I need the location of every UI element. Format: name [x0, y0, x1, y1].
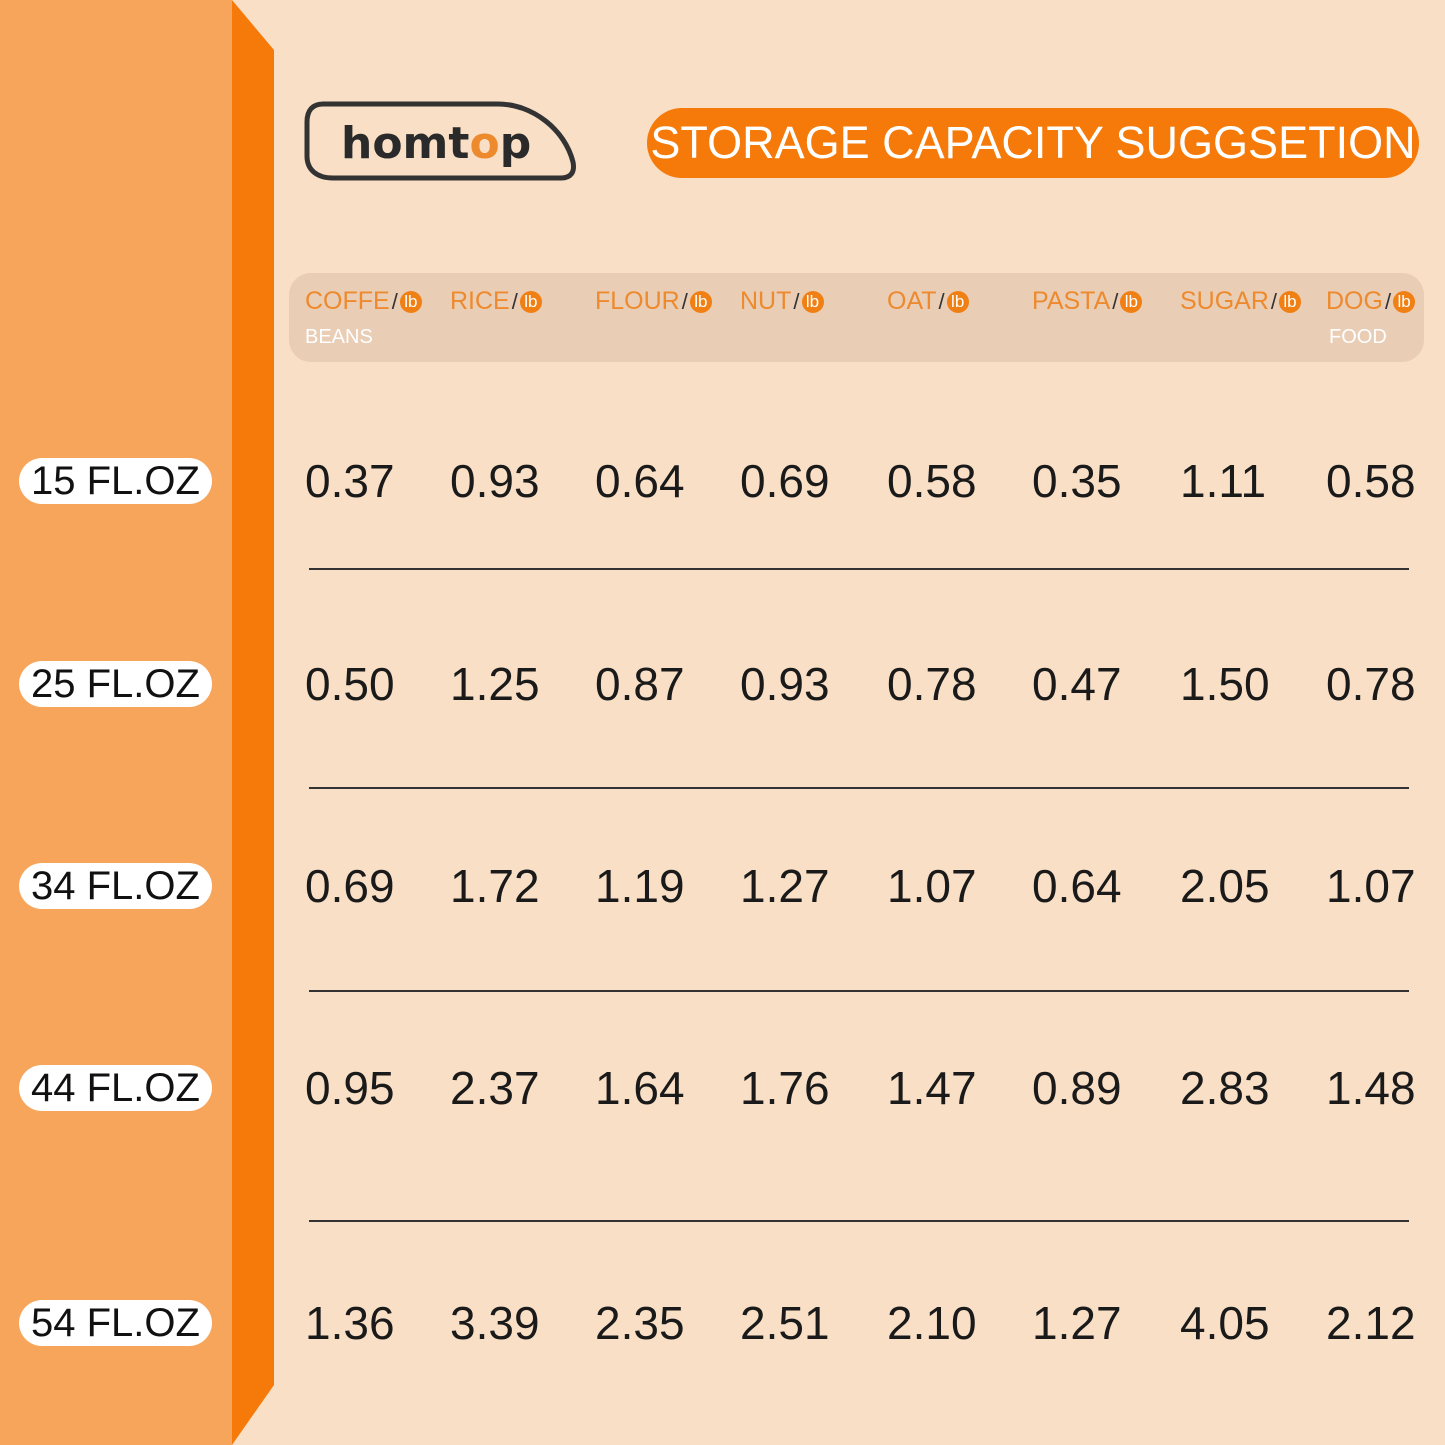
- table-cell: 1.47: [887, 1062, 977, 1114]
- lb-unit-icon: lb: [1393, 291, 1416, 314]
- table-cell: 1.48: [1326, 1062, 1416, 1114]
- table-cell: 0.58: [1326, 455, 1416, 507]
- table-cell: 1.11: [1180, 455, 1267, 507]
- table-cell: 0.78: [887, 658, 977, 710]
- table-cell: 1.76: [740, 1062, 830, 1114]
- table-cell: 2.51: [740, 1297, 830, 1349]
- size-label: 44 FL.OZ: [19, 1065, 212, 1111]
- table-cell: 1.36: [305, 1297, 395, 1349]
- row-divider: [309, 568, 1409, 570]
- table-cell: 3.39: [450, 1297, 540, 1349]
- size-label: 15 FL.OZ: [19, 458, 212, 504]
- table-cell: 1.50: [1180, 658, 1270, 710]
- table-cell: 2.35: [595, 1297, 685, 1349]
- size-label: 34 FL.OZ: [19, 863, 212, 909]
- table-cell: 0.50: [305, 658, 395, 710]
- column-header-dog: DOG/lb: [1326, 287, 1416, 316]
- slash: /: [938, 289, 945, 314]
- row-divider: [309, 990, 1409, 992]
- table-cell: 0.69: [740, 455, 830, 507]
- slash: /: [793, 289, 800, 314]
- table-cell: 2.10: [887, 1297, 977, 1349]
- page-title: STORAGE CAPACITY SUGGSETION: [647, 108, 1419, 178]
- lb-unit-icon: lb: [1279, 291, 1302, 314]
- table-cell: 1.07: [1326, 860, 1416, 912]
- column-subtitle: BEANS: [305, 326, 373, 348]
- slash: /: [1270, 289, 1278, 314]
- column-header-rice: RICE/lb: [450, 287, 542, 316]
- column-name: PASTA: [1032, 287, 1111, 315]
- table-header: [289, 273, 1424, 362]
- slash: /: [391, 289, 398, 314]
- table-cell: 2.83: [1180, 1062, 1270, 1114]
- column-header-oat: OAT/lb: [887, 287, 969, 316]
- table-cell: 0.58: [887, 455, 977, 507]
- column-name: OAT: [887, 287, 937, 315]
- column-name: RICE: [450, 287, 510, 315]
- svg-text:homtop: homtop: [341, 118, 531, 169]
- table-cell: 2.05: [1180, 860, 1270, 912]
- column-name: SUGAR: [1180, 287, 1269, 315]
- column-name: FLOUR: [595, 287, 680, 315]
- lb-unit-icon: lb: [946, 291, 969, 314]
- left-panel: [0, 0, 232, 1445]
- table-cell: 0.93: [450, 455, 540, 507]
- table-cell: 2.37: [450, 1062, 540, 1114]
- size-label: 54 FL.OZ: [19, 1300, 212, 1346]
- column-name: COFFE: [305, 287, 390, 315]
- size-label: 25 FL.OZ: [19, 661, 212, 707]
- table-cell: 1.19: [595, 860, 685, 912]
- homtop-logo: homtop: [303, 100, 578, 182]
- table-cell: 4.05: [1180, 1297, 1270, 1349]
- lb-unit-icon: lb: [801, 291, 824, 314]
- column-header-pasta: PASTA/lb: [1032, 287, 1143, 316]
- column-subtitle: FOOD: [1329, 326, 1387, 348]
- table-cell: 1.25: [450, 658, 540, 710]
- column-name: DOG: [1326, 287, 1383, 315]
- column-header-sugar: SUGAR/lb: [1180, 287, 1302, 316]
- table-cell: 0.37: [305, 455, 395, 507]
- lb-unit-icon: lb: [1120, 291, 1143, 314]
- slash: /: [511, 289, 518, 314]
- row-divider: [309, 787, 1409, 789]
- orange-strip: [232, 0, 274, 1445]
- table-cell: 0.87: [595, 658, 685, 710]
- table-cell: 0.95: [305, 1062, 395, 1114]
- table-cell: 1.72: [450, 860, 540, 912]
- table-cell: 0.69: [305, 860, 395, 912]
- lb-unit-icon: lb: [689, 291, 712, 314]
- table-cell: 0.78: [1326, 658, 1416, 710]
- table-cell: 0.93: [740, 658, 830, 710]
- column-header-coffe: COFFE/lb: [305, 287, 422, 316]
- lb-unit-icon: lb: [399, 291, 422, 314]
- table-cell: 0.89: [1032, 1062, 1122, 1114]
- table-cell: 1.27: [1032, 1297, 1122, 1349]
- slash: /: [681, 289, 688, 314]
- table-cell: 2.12: [1326, 1297, 1416, 1349]
- table-cell: 0.64: [595, 455, 685, 507]
- row-divider: [309, 1220, 1409, 1222]
- column-name: NUT: [740, 287, 792, 315]
- table-cell: 0.47: [1032, 658, 1122, 710]
- lb-unit-icon: lb: [519, 291, 542, 314]
- table-cell: 1.27: [740, 860, 830, 912]
- slash: /: [1384, 289, 1392, 314]
- table-cell: 0.35: [1032, 455, 1122, 507]
- table-cell: 0.64: [1032, 860, 1122, 912]
- table-cell: 1.64: [595, 1062, 685, 1114]
- slash: /: [1112, 289, 1119, 314]
- table-cell: 1.07: [887, 860, 977, 912]
- column-header-nut: NUT/lb: [740, 287, 824, 316]
- column-header-flour: FLOUR/lb: [595, 287, 712, 316]
